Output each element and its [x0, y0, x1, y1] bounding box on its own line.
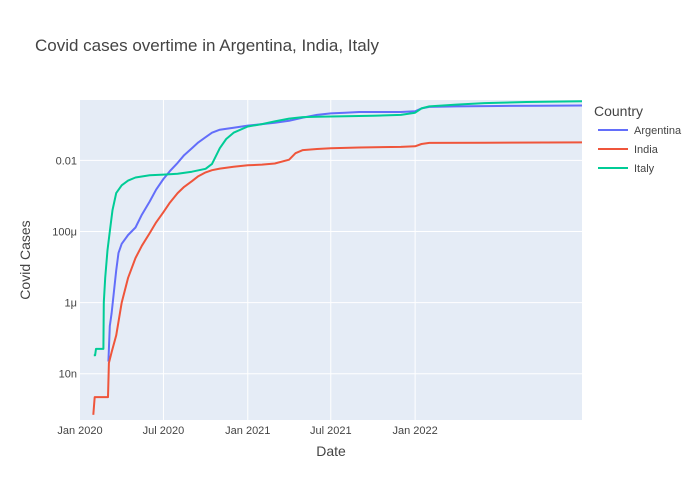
- legend-item-italy[interactable]: Italy: [598, 163, 655, 175]
- grid-lines: [80, 100, 582, 420]
- series-line-argentina: [107, 104, 583, 362]
- legend-item-argentina[interactable]: Argentina: [598, 125, 682, 137]
- y-tick-label: 0.01: [56, 155, 77, 167]
- legend-label: India: [634, 144, 659, 156]
- x-axis-title: Date: [316, 443, 346, 459]
- y-axis-title: Covid Cases: [17, 220, 33, 299]
- legend-label: Italy: [634, 163, 655, 175]
- x-tick-label: Jul 2021: [310, 425, 352, 437]
- x-tick-label: Jul 2020: [143, 425, 185, 437]
- legend-item-india[interactable]: India: [598, 144, 659, 156]
- x-tick-label: Jan 2022: [392, 425, 437, 437]
- legend: Country Argentina India Italy: [594, 103, 682, 175]
- y-tick-label: 100μ: [52, 227, 77, 239]
- y-tick-label: 1μ: [65, 298, 77, 310]
- legend-label: Argentina: [634, 125, 682, 137]
- y-axis: 10n 1μ 100μ 0.01: [52, 155, 77, 380]
- chart-title: Covid cases overtime in Argentina, India…: [35, 36, 379, 55]
- x-axis: Jan 2020 Jul 2020 Jan 2021 Jul 2021 Jan 2022: [57, 425, 437, 437]
- y-tick-label: 10n: [59, 369, 77, 381]
- x-tick-label: Jan 2021: [225, 425, 270, 437]
- series-layer: [92, 100, 583, 415]
- series-line-italy: [93, 100, 583, 357]
- legend-title: Country: [594, 103, 643, 119]
- x-tick-label: Jan 2020: [57, 425, 102, 437]
- series-line-india: [92, 141, 583, 415]
